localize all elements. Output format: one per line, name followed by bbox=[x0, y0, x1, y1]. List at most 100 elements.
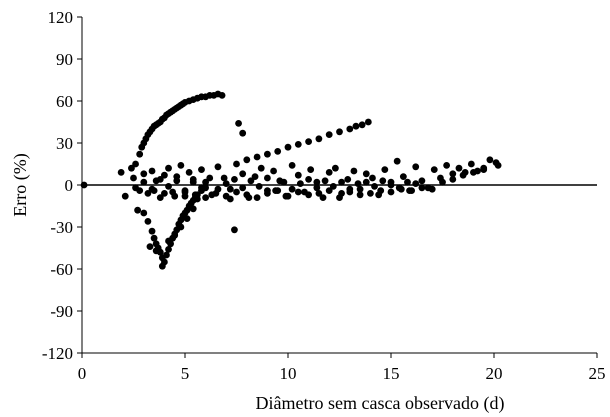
data-point bbox=[418, 184, 426, 192]
data-point bbox=[296, 180, 304, 188]
data-point bbox=[222, 180, 230, 188]
data-point bbox=[379, 177, 387, 185]
data-point bbox=[231, 176, 238, 183]
data-point bbox=[346, 188, 354, 196]
data-point bbox=[140, 209, 148, 217]
data-point bbox=[152, 247, 160, 255]
data-point bbox=[480, 166, 488, 174]
data-point bbox=[354, 180, 362, 188]
axis-ticks: 120 90 60 30 0 -30 -60 -90 -120 0 5 10 15 20 25 bbox=[42, 8, 606, 383]
data-point bbox=[270, 167, 277, 175]
data-point bbox=[264, 150, 271, 158]
data-point bbox=[191, 191, 199, 199]
data-point bbox=[350, 167, 358, 175]
data-point bbox=[430, 166, 438, 174]
data-point bbox=[177, 223, 185, 231]
data-point bbox=[344, 176, 352, 183]
data-point bbox=[352, 122, 360, 130]
data-point bbox=[367, 190, 374, 197]
data-point bbox=[132, 184, 139, 192]
data-point bbox=[364, 118, 372, 126]
data-point bbox=[130, 174, 137, 182]
data-point bbox=[132, 160, 139, 168]
x-tick-label: 20 bbox=[486, 364, 503, 383]
data-point bbox=[144, 190, 152, 197]
data-point bbox=[239, 170, 247, 178]
data-point bbox=[284, 192, 292, 200]
data-point bbox=[243, 191, 251, 199]
data-point bbox=[336, 128, 343, 136]
data-point bbox=[161, 190, 168, 197]
x-tick-label: 5 bbox=[181, 364, 190, 383]
data-point bbox=[412, 163, 420, 171]
data-point bbox=[305, 191, 312, 199]
data-point bbox=[470, 169, 477, 176]
data-point bbox=[307, 166, 315, 174]
data-point bbox=[156, 194, 164, 202]
data-point bbox=[233, 160, 240, 168]
data-point bbox=[239, 129, 247, 137]
data-point bbox=[214, 163, 222, 171]
data-point bbox=[150, 187, 158, 195]
data-point bbox=[284, 143, 292, 151]
data-point bbox=[177, 162, 185, 169]
data-point bbox=[146, 243, 154, 251]
data-point bbox=[140, 170, 148, 178]
data-point bbox=[319, 194, 327, 202]
data-point bbox=[264, 190, 271, 197]
data-point bbox=[212, 190, 220, 197]
x-tick-label: 25 bbox=[589, 364, 606, 383]
y-tick-label: 60 bbox=[56, 92, 73, 111]
y-tick-label: 30 bbox=[56, 134, 73, 153]
data-point bbox=[315, 190, 323, 197]
data-point bbox=[247, 177, 255, 185]
data-point bbox=[136, 150, 144, 158]
data-point bbox=[257, 164, 265, 172]
data-point bbox=[181, 188, 189, 196]
data-point bbox=[305, 138, 312, 146]
data-point bbox=[371, 183, 378, 190]
data-point bbox=[331, 164, 339, 172]
data-point bbox=[459, 171, 467, 179]
data-point bbox=[294, 141, 302, 148]
data-point bbox=[439, 178, 446, 186]
data-point bbox=[222, 192, 230, 200]
data-point bbox=[494, 162, 502, 169]
data-point bbox=[171, 232, 179, 239]
data-point bbox=[288, 162, 296, 169]
data-point bbox=[253, 153, 261, 161]
data-point bbox=[140, 178, 148, 186]
data-point bbox=[305, 176, 312, 183]
data-point bbox=[198, 166, 205, 174]
data-point bbox=[294, 171, 302, 179]
data-point bbox=[253, 194, 261, 202]
data-point bbox=[231, 226, 238, 234]
y-axis-title: Erro (%) bbox=[10, 153, 31, 216]
data-point bbox=[220, 174, 228, 182]
data-point bbox=[315, 135, 323, 143]
data-point bbox=[117, 169, 125, 176]
scatter-points bbox=[80, 90, 502, 270]
data-point bbox=[356, 185, 364, 193]
data-point bbox=[158, 262, 166, 270]
data-point bbox=[467, 160, 475, 168]
data-point bbox=[185, 169, 193, 176]
data-point bbox=[165, 164, 172, 172]
data-point bbox=[387, 188, 395, 196]
data-point bbox=[173, 177, 181, 185]
data-point bbox=[165, 246, 172, 253]
data-point bbox=[321, 177, 329, 185]
data-point bbox=[148, 167, 156, 175]
data-point bbox=[449, 176, 457, 183]
x-tick-label: 10 bbox=[280, 364, 297, 383]
data-point bbox=[325, 131, 333, 139]
data-point bbox=[206, 174, 214, 182]
x-axis-title: Diâmetro sem casca observado (d) bbox=[256, 393, 505, 414]
data-point bbox=[165, 183, 172, 190]
data-point bbox=[274, 187, 282, 195]
data-point bbox=[235, 120, 242, 127]
data-point bbox=[163, 251, 170, 259]
data-point bbox=[399, 173, 407, 181]
data-point bbox=[362, 178, 370, 186]
